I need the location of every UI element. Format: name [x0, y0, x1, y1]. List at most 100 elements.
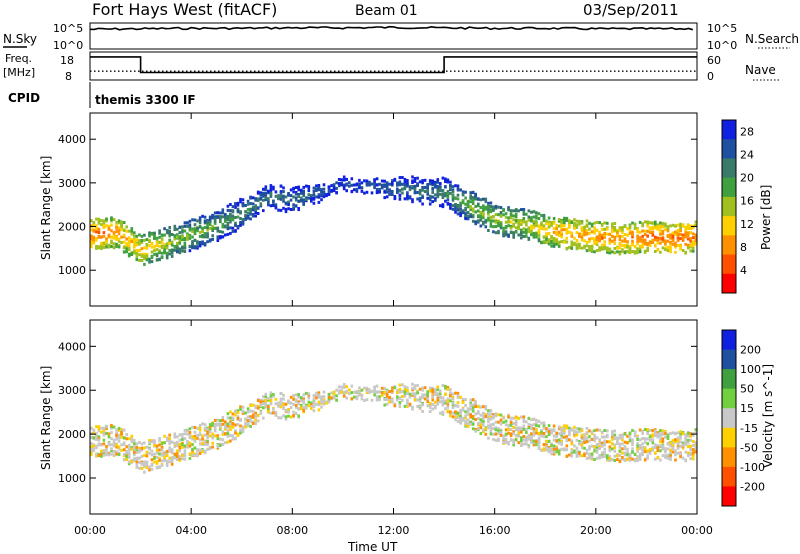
power-cell: [580, 226, 584, 230]
colorbar-segment: [722, 139, 736, 159]
power-cell: [606, 232, 609, 236]
y-tick-label: 2000: [58, 428, 86, 441]
power-cell: [636, 239, 639, 243]
velocity-cell: [206, 443, 209, 447]
velocity-cell: [310, 407, 313, 410]
velocity-cell: [669, 451, 672, 455]
power-cell: [659, 236, 662, 240]
power-cell: [97, 219, 101, 223]
velocity-cell: [216, 434, 220, 438]
power-cell: [401, 187, 404, 191]
power-cell: [482, 197, 485, 201]
velocity-cell: [464, 416, 467, 420]
velocity-cell: [135, 449, 139, 453]
power-cell: [608, 237, 612, 241]
velocity-cell: [477, 417, 480, 420]
velocity-cell: [122, 458, 126, 462]
velocity-cell: [661, 447, 665, 451]
velocity-cell: [388, 396, 391, 400]
power-cell: [355, 182, 359, 186]
power-cell: [158, 229, 161, 233]
velocity-cell: [421, 386, 424, 390]
velocity-cell: [284, 415, 288, 419]
velocity-cell: [613, 443, 617, 447]
velocity-cell: [421, 403, 424, 407]
velocity-cell: [353, 395, 356, 399]
power-cell: [530, 218, 533, 222]
power-cell: [477, 202, 480, 206]
velocity-cell: [694, 441, 698, 445]
power-cell: [489, 210, 493, 214]
power-cell: [608, 241, 612, 245]
velocity-cell: [580, 435, 584, 439]
power-cell: [613, 226, 617, 229]
power-cell: [168, 242, 171, 246]
power-cell: [155, 236, 159, 240]
power-cell: [487, 201, 490, 205]
power-cell: [613, 228, 617, 232]
power-cell: [100, 241, 103, 245]
velocity-cell: [439, 396, 442, 400]
power-cell: [186, 225, 189, 228]
velocity-cell: [469, 420, 472, 424]
velocity-cell: [451, 392, 455, 396]
power-cell: [595, 238, 599, 242]
velocity-cell: [603, 443, 606, 447]
velocity-cell: [565, 424, 569, 428]
power-cell: [489, 215, 493, 219]
velocity-cell: [532, 417, 536, 421]
velocity-cell: [441, 403, 445, 407]
power-cell: [115, 237, 118, 241]
velocity-cell: [487, 424, 490, 428]
power-cell: [691, 249, 695, 253]
power-cell: [396, 188, 399, 192]
power-cell: [160, 244, 164, 248]
velocity-cell: [105, 427, 108, 430]
velocity-cell: [102, 442, 106, 446]
velocity-cell: [585, 448, 589, 452]
power-cell: [613, 242, 617, 245]
velocity-cell: [466, 422, 470, 426]
velocity-cell: [140, 454, 144, 458]
velocity-cell: [241, 410, 245, 414]
velocity-cell: [446, 399, 450, 403]
velocity-cell: [613, 433, 617, 437]
power-cell: [631, 235, 634, 239]
velocity-cell: [641, 429, 644, 433]
power-cell: [482, 209, 485, 213]
power-cell: [153, 245, 156, 248]
power-cell: [676, 230, 680, 234]
power-cell: [203, 226, 207, 229]
velocity-cell: [487, 420, 490, 424]
power-cell: [375, 190, 379, 194]
velocity-cell: [489, 432, 493, 436]
power-cell: [173, 228, 177, 231]
power-cell: [512, 218, 515, 222]
velocity-cell: [530, 426, 533, 429]
power-cell: [213, 226, 217, 230]
velocity-cell: [540, 421, 543, 425]
velocity-cell: [299, 396, 303, 400]
velocity-cell: [497, 431, 500, 435]
velocity-cell: [241, 405, 245, 409]
power-cell: [681, 249, 685, 252]
velocity-cell: [456, 411, 460, 415]
velocity-cell: [198, 438, 202, 442]
velocity-cell: [522, 438, 526, 442]
velocity-cell: [173, 456, 177, 460]
velocity-cell: [224, 425, 227, 429]
velocity-cell: [97, 427, 101, 431]
power-cell: [691, 226, 695, 230]
velocity-cell: [256, 406, 260, 410]
velocity-cell: [600, 452, 604, 456]
power-cell: [580, 246, 584, 250]
velocity-cell: [608, 449, 612, 453]
velocity-cell: [181, 457, 184, 461]
velocity-cell: [626, 450, 629, 454]
power-cell: [671, 223, 675, 227]
power-cell: [203, 243, 207, 247]
velocity-cell: [191, 443, 194, 447]
velocity-cell: [315, 391, 318, 395]
velocity-cell: [342, 382, 346, 386]
power-cell: [385, 185, 389, 189]
